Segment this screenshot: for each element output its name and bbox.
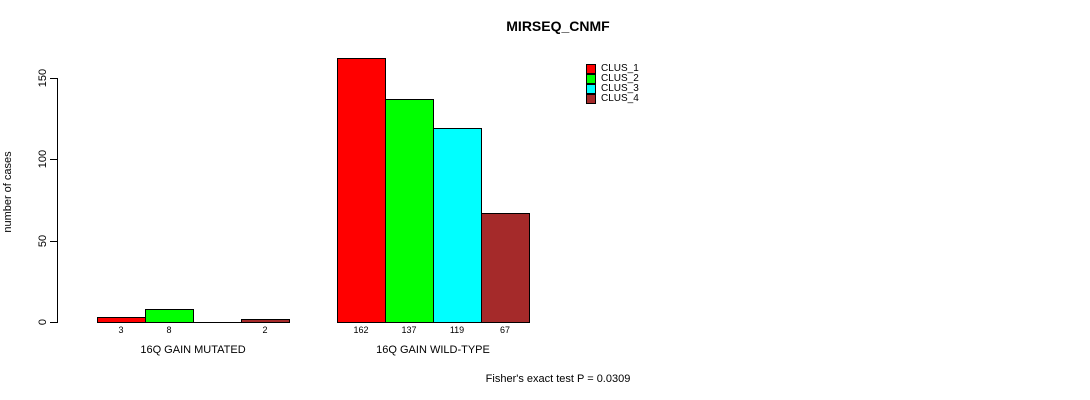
legend-item: CLUS_1: [586, 64, 639, 74]
bar-clus_2-group2: [385, 99, 434, 323]
legend: CLUS_1 CLUS_2 CLUS_3 CLUS_4: [586, 64, 639, 104]
category-label: 16Q GAIN MUTATED: [140, 344, 246, 356]
y-tick-label: 100: [37, 149, 49, 169]
bar-value-label: 67: [499, 325, 510, 335]
y-axis-title: number of cases: [2, 151, 14, 233]
legend-swatch: [586, 94, 596, 104]
category-label: 16Q GAIN WILD-TYPE: [376, 344, 490, 356]
y-tick-mark: [50, 78, 57, 79]
bar-value-label: 8: [166, 325, 172, 335]
legend-item: CLUS_2: [586, 74, 639, 84]
bar-value-label: 3: [118, 325, 124, 335]
legend-label: CLUS_3: [601, 83, 639, 94]
bar-clus_4-group2: [481, 213, 530, 323]
bar-clus_1-group1: [97, 317, 146, 323]
legend-label: CLUS_4: [601, 93, 639, 104]
legend-swatch: [586, 64, 596, 74]
legend-swatch: [586, 74, 596, 84]
y-tick-label: 50: [37, 234, 49, 248]
bar-clus_3-group2: [433, 128, 482, 323]
bar-value-label: 137: [401, 325, 417, 335]
legend-label: CLUS_1: [601, 63, 639, 74]
y-tick-mark: [50, 159, 57, 160]
bar-clus_3-group1-zero: [193, 322, 242, 323]
bar-value-label: 119: [449, 325, 465, 335]
legend-label: CLUS_2: [601, 73, 639, 84]
bar-clus_1-group2: [337, 58, 386, 323]
y-tick-mark: [50, 322, 57, 323]
legend-swatch: [586, 84, 596, 94]
chart-title: MIRSEQ_CNMF: [506, 18, 610, 34]
legend-item: CLUS_4: [586, 94, 639, 104]
bar-value-label: 2: [262, 325, 268, 335]
bar-clus_4-group1: [241, 319, 290, 323]
y-axis-line: [57, 78, 58, 323]
bar-value-label: 162: [353, 325, 369, 335]
legend-item: CLUS_3: [586, 84, 639, 94]
y-tick-mark: [50, 241, 57, 242]
y-tick-label: 150: [37, 68, 49, 88]
y-tick-label: 0: [37, 318, 49, 326]
footnote-pvalue: Fisher's exact test P = 0.0309: [485, 373, 631, 385]
bar-clus_2-group1: [145, 309, 194, 323]
